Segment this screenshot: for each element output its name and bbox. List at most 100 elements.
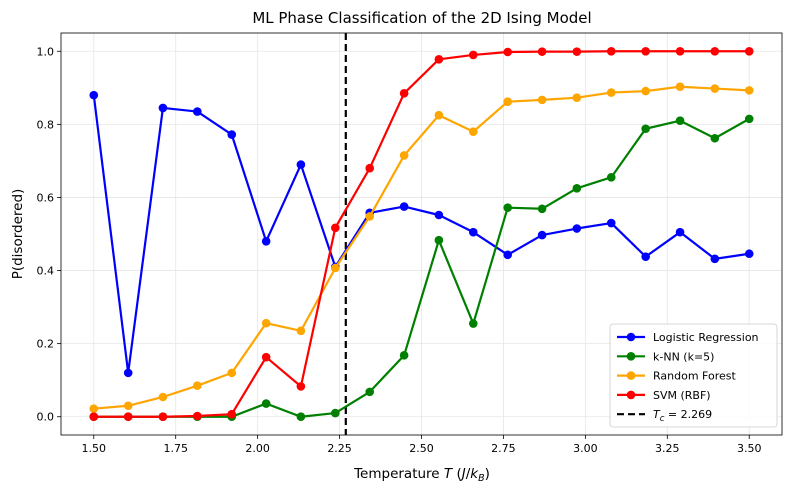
series-line-random-forest [93,85,750,410]
data-point-k-nn-k-5 [399,351,409,360]
data-point-logistic-regression [641,252,650,261]
legend-label-logistic-regression: Logistic Regression [653,331,759,344]
data-point-logistic-regression [434,210,444,220]
data-point-logistic-regression [503,250,512,260]
data-point-svm-rbf [89,412,99,422]
x-axis-label-unit-open: ( [452,466,462,482]
data-point-random-forest [227,368,237,378]
data-point-random-forest [193,381,202,390]
data-point-svm-rbf [641,46,650,56]
data-point-logistic-regression [744,249,754,259]
x-tick-label: 2.25 [327,442,352,455]
data-point-random-forest [399,151,409,160]
x-tick-label: 2.00 [245,442,270,455]
x-axis-label: Temperature T (J/kB) [353,466,490,484]
x-axis-label-unit-sub: B [478,473,485,484]
series-line-logistic-regression [92,94,750,374]
x-axis-label-unit-k: k [470,466,479,482]
data-point-svm-rbf [744,46,754,56]
data-point-svm-rbf [434,55,444,64]
data-point-svm-rbf [158,412,168,422]
y-tick-label: 0.0 [37,411,55,424]
data-point-random-forest [158,392,168,402]
data-point-logistic-regression [572,224,582,233]
data-point-random-forest [468,127,478,136]
data-point-k-nn-k-5 [296,412,306,422]
data-point-svm-rbf [572,47,582,56]
data-point-random-forest [365,212,375,221]
data-point-k-nn-k-5 [365,387,375,397]
data-point-svm-rbf [331,223,340,233]
data-point-logistic-regression [399,202,409,211]
data-point-random-forest [89,404,99,413]
data-point-k-nn-k-5 [537,204,547,214]
data-point-svm-rbf [710,46,720,56]
x-tick-label: 1.75 [163,442,188,455]
legend-label-random-forest: Random Forest [653,370,736,383]
legend-label-k-nn-k-5: k-NN (k=5) [653,350,714,363]
data-point-random-forest [331,263,340,273]
data-point-svm-rbf [296,382,306,391]
data-point-svm-rbf [123,412,133,422]
data-point-random-forest [675,82,685,92]
legend-label-svm-rbf: SVM (RBF) [653,389,711,402]
legend-marker-svm-rbf [626,390,636,400]
x-tick-label: 2.50 [409,442,434,455]
data-point-random-forest [261,318,271,328]
x-tick-label: 3.00 [573,442,598,455]
y-tick-label: 1.0 [37,45,55,58]
data-point-k-nn-k-5 [468,319,478,328]
data-point-svm-rbf [503,47,512,57]
data-point-k-nn-k-5 [572,184,582,193]
data-point-logistic-regression [296,160,306,169]
x-tick-label: 3.50 [737,442,762,455]
data-point-svm-rbf [365,163,375,173]
series-random-forest [89,82,754,413]
y-axis-label: P(disordered) [10,189,26,280]
data-point-logistic-regression [158,103,168,113]
x-tick-label: 3.25 [655,442,680,455]
y-tick-label: 0.8 [37,118,55,131]
data-point-k-nn-k-5 [331,408,340,418]
x-axis-ticks: 1.50 1.75 2.00 2.25 2.50 2.75 3.00 3.25 3.50 [82,435,762,455]
data-point-k-nn-k-5 [675,116,685,126]
data-point-logistic-regression [193,107,202,116]
data-point-svm-rbf [606,46,616,56]
data-point-svm-rbf [193,411,202,421]
data-point-random-forest [537,95,547,105]
data-point-svm-rbf [675,46,685,56]
data-point-random-forest [434,110,444,120]
data-point-random-forest [296,326,306,336]
legend: Logistic Regression k-NN (k=5) Random Fore… [609,323,778,428]
legend-label-critical-var: T [653,408,661,421]
y-tick-label: 0.4 [37,265,55,278]
data-point-logistic-regression [537,230,547,240]
series-svm-rbf [89,46,754,422]
data-point-svm-rbf [227,409,237,419]
data-point-logistic-regression [675,227,685,237]
data-point-random-forest [572,93,582,102]
data-point-logistic-regression [123,368,133,378]
series-group [89,46,754,422]
series-logistic-regression [89,90,754,378]
x-tick-label: 2.75 [491,442,516,455]
data-point-k-nn-k-5 [641,124,650,134]
legend-label-critical: Tc = 2.269 [653,408,712,424]
legend-marker-k-nn-k-5 [626,352,636,361]
legend-label-critical-sub: c [660,414,665,424]
data-point-k-nn-k-5 [710,133,720,143]
legend-items: Logistic Regression k-NN (k=5) Random Fore… [617,331,759,424]
x-axis-label-unit-j: J [459,466,466,482]
x-axis-label-unit-close: ) [485,466,490,482]
data-point-svm-rbf [537,47,547,56]
data-point-random-forest [503,97,512,107]
data-point-k-nn-k-5 [744,114,754,124]
data-point-logistic-regression [468,227,478,237]
legend-marker-random-forest [626,371,636,380]
x-tick-label: 1.50 [82,442,107,455]
data-point-k-nn-k-5 [503,203,512,212]
data-point-k-nn-k-5 [434,235,444,245]
data-point-random-forest [123,401,133,411]
y-tick-label: 0.6 [37,191,55,204]
series-line-svm-rbf [93,50,750,418]
